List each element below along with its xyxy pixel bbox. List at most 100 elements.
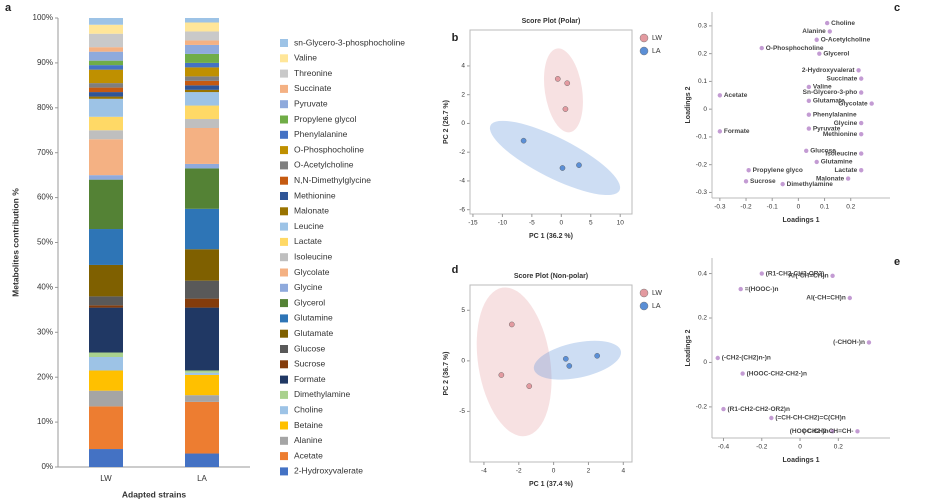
- legend-label: Phenylalanine: [294, 129, 348, 139]
- legend-swatch: [280, 84, 288, 93]
- bar-segment: [185, 208, 219, 250]
- y-tick-label: 0.3: [698, 23, 707, 30]
- legend-label: O-Acetylcholine: [294, 160, 354, 170]
- point-label: Glycine: [834, 120, 858, 127]
- bar-segment: [185, 372, 219, 375]
- x-axis-label: PC 1 (37.4 %): [529, 481, 573, 488]
- bar-segment: [185, 249, 219, 281]
- data-point: [855, 429, 860, 434]
- bar-segment: [185, 119, 219, 129]
- x-axis-label: Adapted strains: [122, 489, 187, 499]
- y-tick-label: -0.1: [696, 134, 708, 141]
- y-tick-label: 0.2: [698, 50, 707, 57]
- panel-label: b: [452, 32, 459, 44]
- legend-label: Glutamate: [294, 328, 333, 338]
- legend-swatch: [280, 390, 288, 399]
- chart-title: Score Plot (Polar): [522, 18, 581, 25]
- legend-swatch: [280, 283, 288, 292]
- bar-segment: [89, 352, 123, 357]
- data-point: [830, 273, 835, 278]
- legend-label: Lactate: [294, 236, 322, 246]
- bar-segment: [185, 92, 219, 106]
- bar-segment: [89, 139, 123, 176]
- legend-label: O-Phosphocholine: [294, 144, 364, 154]
- y-tick-label: 0: [703, 359, 707, 366]
- bar-segment: [89, 83, 123, 88]
- x-tick-label: 0: [798, 444, 802, 451]
- bar-segment: [89, 307, 123, 353]
- legend-label: Threonine: [294, 68, 333, 78]
- bar-segment: [185, 374, 219, 396]
- data-point: [520, 137, 527, 144]
- legend-swatch: [280, 54, 288, 63]
- data-point: [830, 429, 835, 434]
- point-label: Glutamine: [821, 159, 853, 166]
- bar-segment: [185, 370, 219, 373]
- y-tick-label: 90%: [37, 58, 53, 67]
- point-label: Sucrose: [750, 178, 776, 185]
- legend-label: sn-Glycero-3-phosphocholine: [294, 37, 405, 47]
- point-label: Alanine: [802, 28, 826, 35]
- bar-segment: [185, 89, 219, 93]
- y-tick-label: 100%: [33, 13, 53, 22]
- x-tick-label: LA: [197, 474, 207, 483]
- bar-segment: [89, 18, 123, 25]
- x-tick-label: 0: [797, 204, 801, 211]
- data-point: [746, 168, 751, 173]
- legend-label: Methionine: [294, 190, 336, 200]
- data-point: [594, 352, 600, 359]
- x-tick-label: -15: [468, 220, 478, 227]
- data-point: [814, 37, 819, 42]
- y-tick-label: 4: [461, 63, 465, 70]
- point-label: Glucose: [810, 148, 836, 155]
- data-point: [738, 286, 743, 292]
- data-point: [566, 363, 573, 369]
- legend-swatch: [280, 314, 288, 323]
- point-label: Phenylalanine: [813, 111, 857, 118]
- bar-segment: [185, 401, 219, 454]
- bar-segment: [89, 305, 123, 308]
- y-tick-label: 0: [461, 120, 465, 127]
- legend-label: Leucine: [294, 221, 324, 231]
- point-label: 2-Hydroxyvalerat: [802, 67, 856, 74]
- bar-segment: [89, 87, 123, 93]
- x-tick-label: -0.4: [718, 444, 730, 451]
- bar-segment: [89, 390, 123, 407]
- x-tick-label: 0: [559, 220, 563, 227]
- bar-segment: [185, 298, 219, 308]
- data-point: [806, 98, 812, 104]
- confidence-ellipse: [476, 287, 552, 437]
- x-tick-label: -0.2: [756, 444, 768, 451]
- point-label: Acetate: [724, 92, 748, 99]
- legend-swatch: [280, 39, 288, 47]
- legend-label: LA: [652, 303, 661, 310]
- point-label: Sn-Glycero-3-pho: [803, 89, 858, 96]
- panel-label: e: [894, 256, 900, 268]
- legend-marker: [639, 301, 649, 311]
- point-label: Glycerol: [823, 50, 849, 57]
- legend-label: Betaine: [294, 420, 323, 430]
- y-tick-label: -6: [459, 206, 465, 213]
- point-label: Malonate: [816, 175, 845, 182]
- x-tick-label: 2: [587, 468, 591, 475]
- bar-segment: [89, 116, 123, 131]
- data-point: [804, 148, 809, 154]
- bar-segment: [89, 47, 123, 52]
- x-tick-label: 0.2: [834, 444, 843, 451]
- data-point: [814, 159, 819, 165]
- bar-segment: [89, 229, 123, 265]
- x-tick-label: 0: [552, 468, 556, 475]
- data-point: [715, 355, 720, 361]
- bar-segment: [185, 105, 219, 120]
- bar-segment: [89, 449, 123, 467]
- point-label: =(HOOC-)n: [745, 286, 779, 293]
- bar-segment: [185, 67, 219, 77]
- legend-swatch: [280, 237, 288, 246]
- bar-segment: [89, 296, 123, 306]
- data-point: [526, 383, 533, 389]
- y-axis-label: PC 2 (36.7 %): [443, 352, 450, 396]
- data-point: [847, 295, 853, 301]
- legend-swatch: [280, 192, 288, 200]
- legend-label: Sucrose: [294, 359, 325, 369]
